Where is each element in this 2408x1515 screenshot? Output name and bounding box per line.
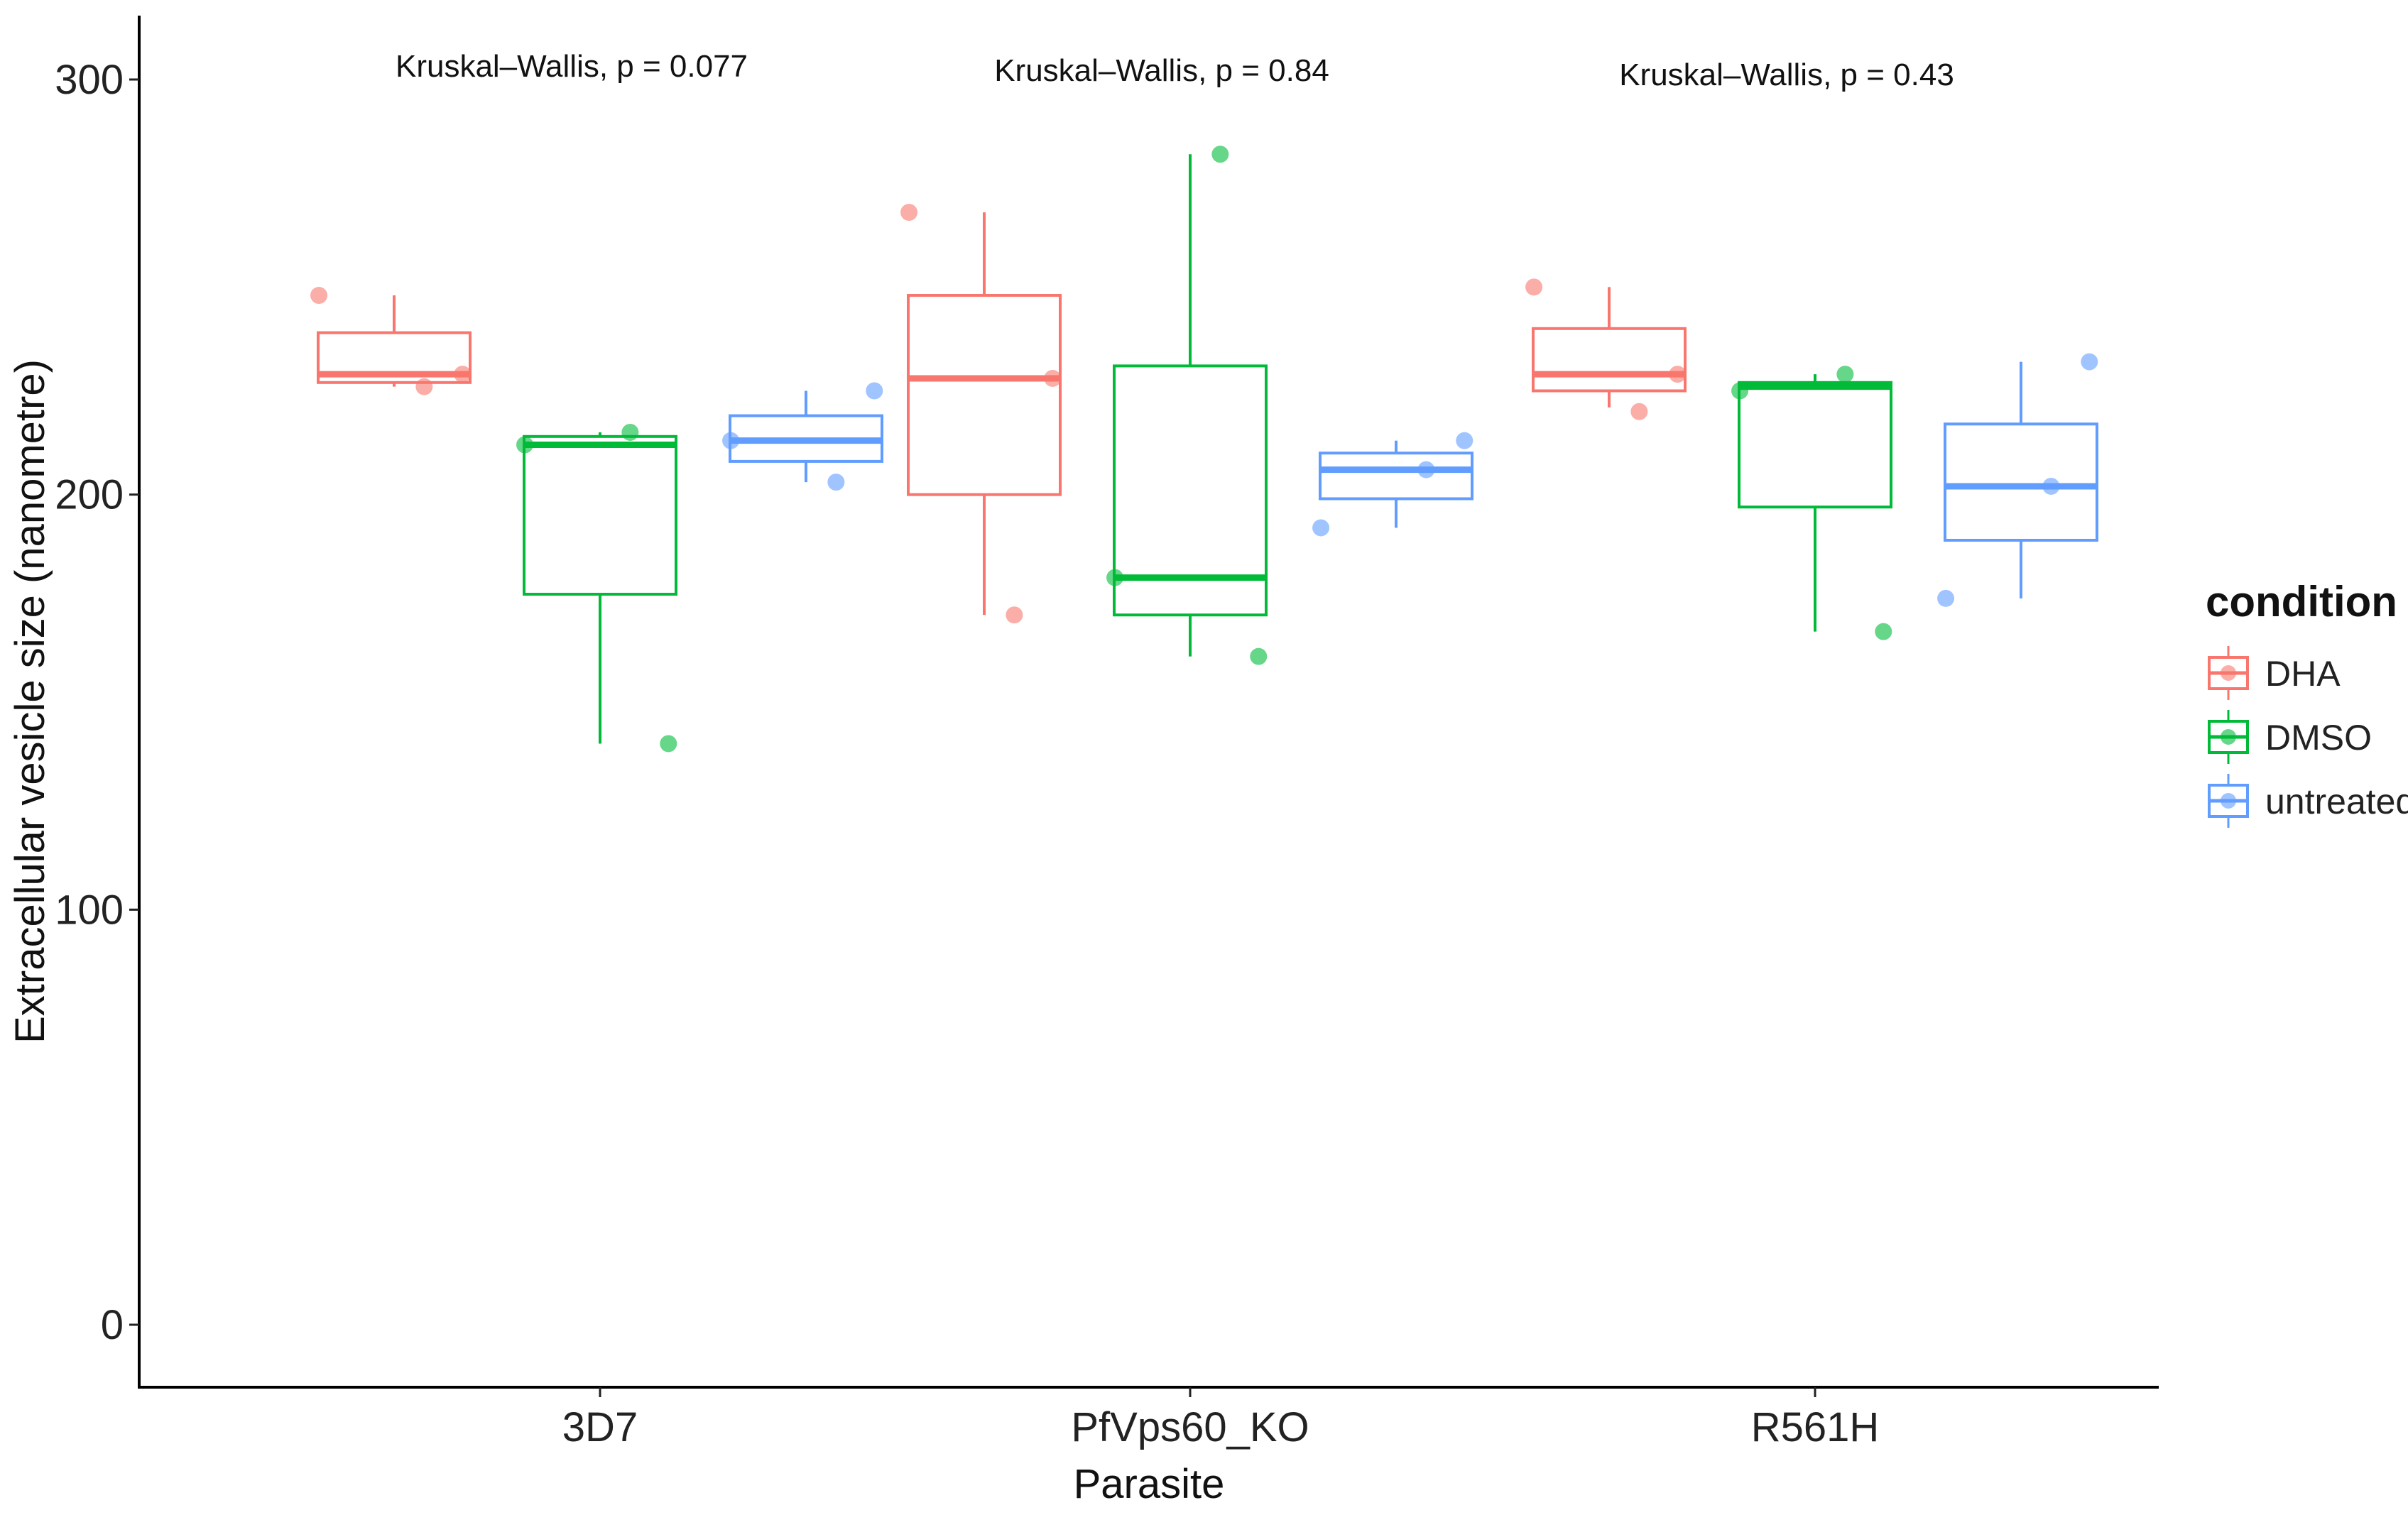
x-tick-label: 3D7 <box>562 1404 638 1450</box>
data-point-pfvps60-ko-dmso <box>1106 569 1124 586</box>
x-tick-label: R561H <box>1751 1404 1880 1450</box>
box-iqr <box>907 294 1062 496</box>
data-point-3d7-dmso <box>621 423 639 441</box>
data-point-3d7-untreated <box>866 382 883 400</box>
box-iqr <box>1319 452 1473 501</box>
data-point-pfvps60-ko-dmso <box>1250 647 1268 665</box>
legend-item-dha: DHA <box>2208 646 2341 700</box>
box-iqr <box>317 331 472 384</box>
annotation-r561h: Kruskal–Wallis, p = 0.43 <box>1619 58 1954 92</box>
box-r561h-untreated <box>1944 361 2098 598</box>
box-layer <box>317 154 2098 744</box>
points-layer <box>310 146 2098 753</box>
legend-label: DHA <box>2265 654 2341 694</box>
data-point-3d7-dha <box>310 287 328 305</box>
annotation-pfvps60-ko: Kruskal–Wallis, p = 0.84 <box>994 53 1329 88</box>
box-iqr <box>1532 327 1687 393</box>
data-point-pfvps60-ko-dha <box>1006 606 1023 624</box>
y-tick-label: 0 <box>101 1302 124 1348</box>
legend: condition DHA DMSO untreated <box>2206 578 2408 828</box>
data-point-r561h-untreated <box>2081 353 2098 371</box>
data-point-3d7-untreated <box>827 474 845 491</box>
box-3d7-dmso <box>523 432 677 744</box>
x-tick-label: PfVps60_KO <box>1071 1404 1309 1450</box>
data-point-3d7-dmso <box>660 735 677 753</box>
data-point-3d7-dmso <box>516 436 534 454</box>
annotation-3d7: Kruskal–Wallis, p = 0.077 <box>396 49 748 84</box>
legend-label: DMSO <box>2265 718 2372 758</box>
data-point-3d7-dha <box>415 378 433 395</box>
legend-key-point <box>2221 665 2236 681</box>
data-point-r561h-dmso <box>1836 366 1854 383</box>
data-point-pfvps60-ko-dha <box>1044 369 1062 387</box>
box-iqr <box>523 434 677 596</box>
y-tick-label: 300 <box>55 57 124 103</box>
legend-item-untreated: untreated <box>2208 774 2408 828</box>
legend-item-dmso: DMSO <box>2208 710 2372 764</box>
data-point-3d7-dha <box>454 366 472 383</box>
data-point-r561h-untreated <box>1937 589 1955 607</box>
data-point-pfvps60-ko-untreated <box>1456 432 1473 449</box>
axes-layer: 0 100 200 300 3D7 PfVps60_KO R561H Parasite Extr… <box>7 16 2159 1507</box>
data-point-r561h-dha <box>1525 278 1543 296</box>
data-point-pfvps60-ko-dha <box>900 204 918 221</box>
annotation-layer: Kruskal–Wallis, p = 0.077 Kruskal–Wallis,… <box>396 49 1954 92</box>
data-point-r561h-dmso <box>1875 623 1892 640</box>
data-point-r561h-dmso <box>1731 382 1749 400</box>
data-point-pfvps60-ko-dmso <box>1211 146 1229 163</box>
data-point-r561h-dha <box>1630 403 1648 420</box>
legend-title: condition <box>2206 578 2397 625</box>
box-pfvps60-ko-dmso <box>1113 154 1268 657</box>
data-point-r561h-dha <box>1669 366 1687 383</box>
box-iqr <box>1738 381 1892 509</box>
box-pfvps60-ko-dha <box>907 212 1062 616</box>
x-axis-title: Parasite <box>1074 1461 1225 1507</box>
data-point-r561h-untreated <box>2042 477 2060 495</box>
box-iqr <box>1944 422 2098 542</box>
data-point-pfvps60-ko-untreated <box>1417 461 1435 478</box>
box-r561h-dmso <box>1738 374 1892 632</box>
legend-label: untreated <box>2265 782 2408 821</box>
box-3d7-untreated <box>729 390 883 483</box>
legend-key-point <box>2221 729 2236 745</box>
box-r561h-dha <box>1532 287 1687 408</box>
y-tick-label: 100 <box>55 887 124 933</box>
y-tick-label: 200 <box>55 472 124 518</box>
y-axis-title: Extracellular vesicle size (nanometre) <box>7 359 53 1044</box>
legend-key-point <box>2221 793 2236 809</box>
box-3d7-dha <box>317 295 472 387</box>
data-point-3d7-untreated <box>722 432 740 449</box>
box-iqr <box>1113 364 1268 617</box>
box-pfvps60-ko-untreated <box>1319 440 1473 528</box>
data-point-pfvps60-ko-untreated <box>1312 519 1330 537</box>
